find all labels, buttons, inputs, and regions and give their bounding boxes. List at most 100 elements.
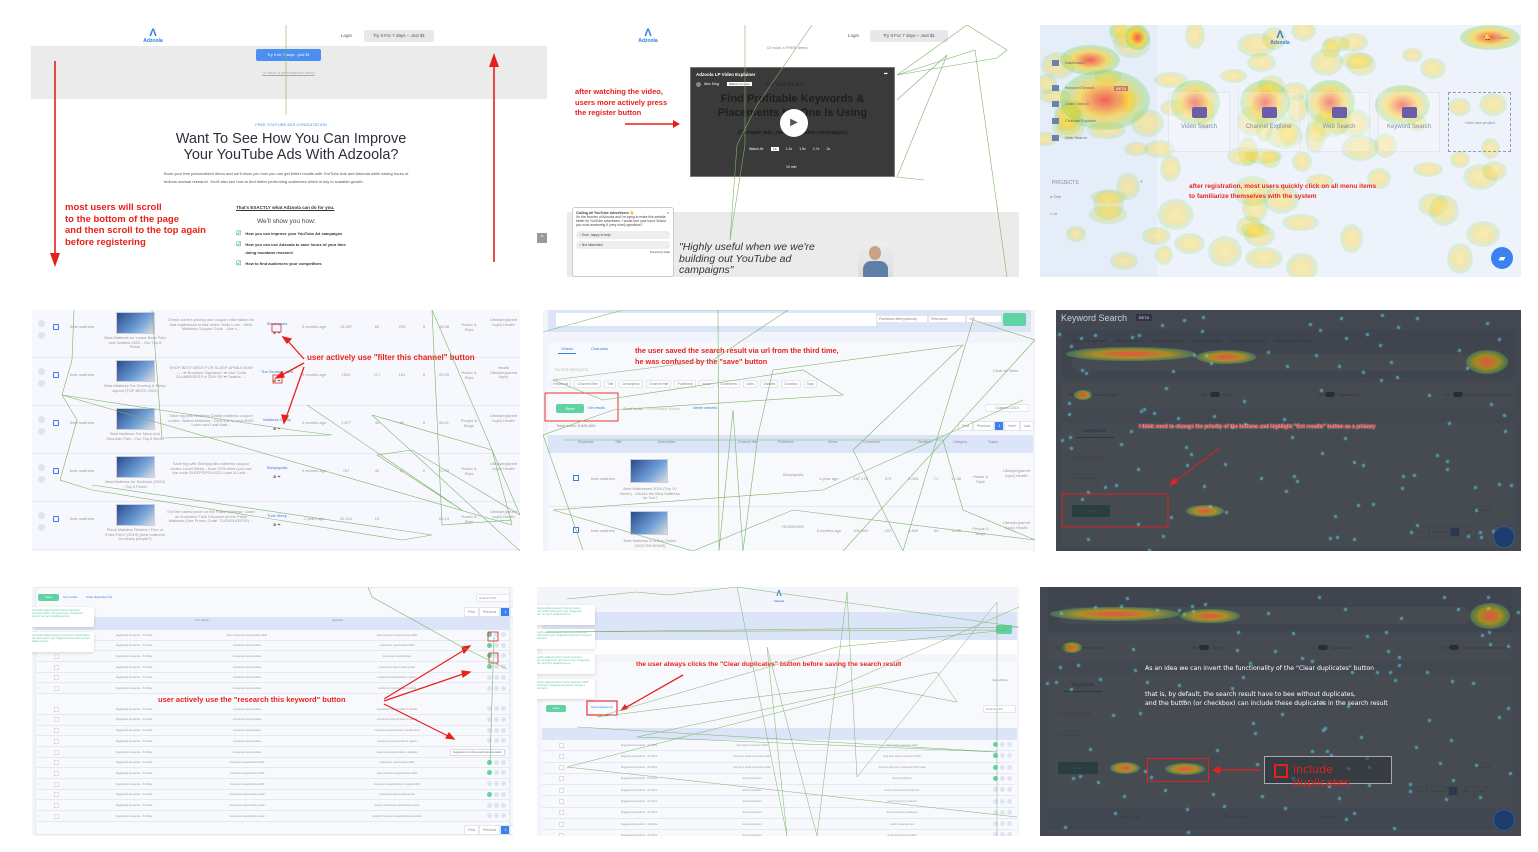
page-button[interactable]: 1 xyxy=(500,607,511,617)
try-top-button[interactable]: Try It For 7 days – Just $1 xyxy=(364,30,434,42)
toast-notification[interactable]: Successfully added keyword "investment o… xyxy=(32,632,94,652)
search-button[interactable] xyxy=(996,625,1012,634)
chat-button[interactable] xyxy=(1493,526,1515,548)
row-checkbox[interactable] xyxy=(559,742,564,748)
row-checkbox[interactable] xyxy=(559,787,564,793)
filter-chip[interactable]: Tags xyxy=(803,380,817,388)
tab-channels[interactable]: Channels xyxy=(591,346,608,351)
cell-channel[interactable]: Sleepopolis xyxy=(266,321,288,326)
cell-channel[interactable]: Tuck Sleep xyxy=(267,513,287,518)
adzoola-logo[interactable]: Λ Adzoola xyxy=(1270,29,1290,47)
copy-icon[interactable] xyxy=(1000,787,1005,793)
speed-option[interactable]: 1.5x xyxy=(799,147,806,151)
try-cta-button[interactable]: Try it for 7 days - just $1 xyxy=(256,49,321,61)
toast-notification[interactable]: Successfully added keyword "stock invest… xyxy=(537,679,595,699)
page-button[interactable]: First xyxy=(464,825,479,835)
filter-chip[interactable]: Comments xyxy=(717,380,741,388)
research-keyword-button[interactable] xyxy=(993,764,998,770)
exactly-link[interactable]: That's EXACTLY what Adzoola can do for y… xyxy=(236,205,335,210)
row-checkbox[interactable] xyxy=(559,821,564,827)
research-keyword-button[interactable] xyxy=(487,674,492,680)
research-keyword-button[interactable] xyxy=(487,653,492,659)
search-button[interactable] xyxy=(1003,313,1026,326)
page-button[interactable]: Next xyxy=(510,825,513,835)
row-checkbox[interactable] xyxy=(559,753,564,759)
page-button[interactable]: First xyxy=(958,421,973,431)
remove-icon[interactable] xyxy=(38,380,45,387)
copy-icon[interactable] xyxy=(494,716,499,722)
scroll-top-button[interactable]: ^ xyxy=(537,233,547,243)
copy-icon[interactable] xyxy=(494,781,499,787)
research-keyword-button[interactable] xyxy=(993,798,998,804)
delete-icon[interactable] xyxy=(501,664,506,670)
columns-button[interactable]: Columns 5/5 xyxy=(983,705,1016,713)
filter-chip[interactable]: Dislikes xyxy=(760,380,779,388)
research-keyword-button[interactable] xyxy=(993,832,998,836)
copy-icon[interactable] xyxy=(494,791,499,797)
copy-icon[interactable] xyxy=(494,759,499,765)
page-button[interactable]: 1 xyxy=(994,421,1005,431)
sidebar-item[interactable]: Web Search xyxy=(1052,135,1087,141)
filter-chip[interactable]: Likes xyxy=(743,380,758,388)
get-results-button[interactable]: Get results xyxy=(588,406,605,410)
speed-option[interactable]: 1.7x xyxy=(812,147,820,151)
copy-icon[interactable] xyxy=(1000,809,1005,815)
feature-card[interactable]: Keyword Search xyxy=(1378,92,1440,152)
chat-button[interactable] xyxy=(1493,809,1515,831)
research-keyword-button[interactable] xyxy=(993,775,998,781)
feature-card[interactable]: Video Search xyxy=(1168,92,1230,152)
research-keyword-button[interactable] xyxy=(487,781,492,787)
delete-icon[interactable] xyxy=(501,759,506,765)
page-button[interactable]: Previous xyxy=(478,607,501,617)
row-checkbox[interactable] xyxy=(53,516,59,522)
copy-icon[interactable] xyxy=(494,738,499,744)
delete-icon[interactable] xyxy=(501,642,506,648)
project-ui[interactable]: ● ui xyxy=(1050,211,1057,216)
copy-icon[interactable] xyxy=(494,770,499,776)
delete-icon[interactable] xyxy=(1007,809,1012,815)
copy-icon[interactable] xyxy=(494,706,499,712)
research-keyword-button[interactable] xyxy=(487,664,492,670)
research-keyword-button[interactable] xyxy=(487,759,492,765)
row-checkbox[interactable] xyxy=(54,717,59,723)
delete-icon[interactable] xyxy=(501,653,506,659)
research-keyword-button[interactable] xyxy=(487,716,492,722)
copy-icon[interactable] xyxy=(1000,798,1005,804)
add-icon[interactable] xyxy=(38,512,45,519)
count-select[interactable]: 100 xyxy=(966,315,1002,323)
columns-button[interactable]: Columns 13/13 xyxy=(985,404,1029,412)
row-checkbox[interactable] xyxy=(559,832,564,836)
feature-card[interactable]: Channel Explorer xyxy=(1238,92,1300,152)
filter-chip[interactable]: Channel title xyxy=(646,380,672,388)
toast-notification[interactable]: Successfully added keyword "long term st… xyxy=(537,605,595,625)
delete-icon[interactable] xyxy=(1007,775,1012,781)
delete-icon[interactable] xyxy=(501,791,506,797)
delete-icon[interactable] xyxy=(1007,821,1012,827)
columns-button[interactable]: Columns 5/5 xyxy=(476,594,510,602)
delete-icon[interactable] xyxy=(501,727,506,733)
copy-icon[interactable] xyxy=(1000,821,1005,827)
play-button[interactable]: ▶ xyxy=(780,109,808,137)
survey-close-icon[interactable]: × xyxy=(666,210,669,215)
tab-videos[interactable]: Videos xyxy=(558,346,577,354)
remove-icon[interactable] xyxy=(38,332,45,339)
row-checkbox[interactable] xyxy=(54,728,59,734)
research-keyword-button[interactable] xyxy=(993,787,998,793)
delete-icon[interactable] xyxy=(501,716,506,722)
share-icon[interactable]: ➦ xyxy=(883,71,888,77)
send-to-list-button[interactable]: Send to list xyxy=(623,406,643,411)
filter-channel-icon[interactable]: ⊘ ⏷ xyxy=(273,378,281,383)
speed-option[interactable]: 1.2x xyxy=(785,147,793,151)
row-checkbox[interactable] xyxy=(559,776,564,782)
survey-option[interactable]: ○ Sure, happy to help xyxy=(576,230,670,239)
bell-icon[interactable]: 🔔 xyxy=(1484,35,1492,41)
delete-icon[interactable] xyxy=(501,685,506,691)
save-button[interactable]: Save xyxy=(556,404,584,413)
filter-channel-icon[interactable]: ⊘ ⏷ xyxy=(273,474,281,479)
row-checkbox[interactable] xyxy=(54,749,59,755)
row-checkbox[interactable] xyxy=(54,706,59,712)
research-keyword-button[interactable] xyxy=(487,802,492,808)
cell-channel[interactable]: Sleepopolis xyxy=(266,465,288,470)
add-icon[interactable] xyxy=(38,320,45,327)
row-checkbox[interactable] xyxy=(54,792,59,798)
